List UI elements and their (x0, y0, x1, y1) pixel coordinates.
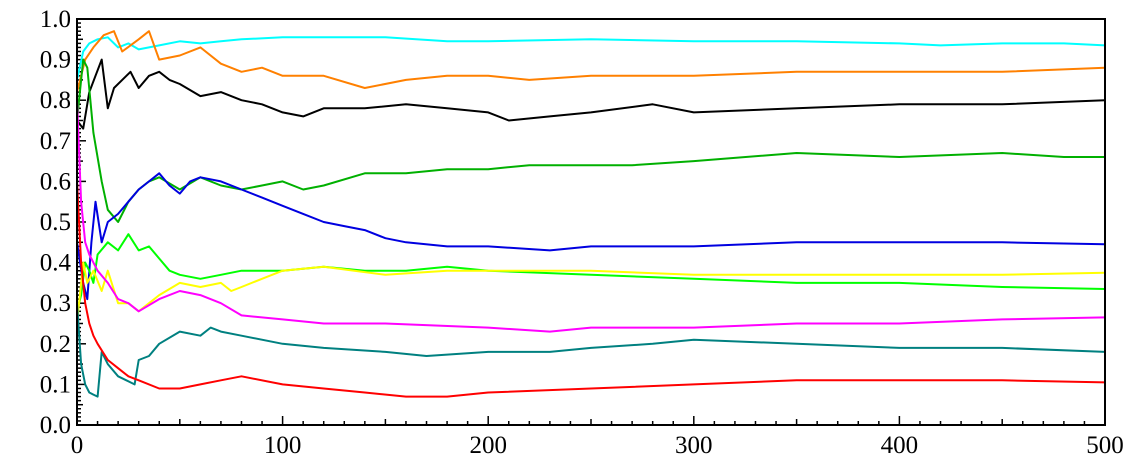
y-tick-label: 0.9 (40, 47, 71, 74)
y-tick-label: 0.8 (40, 87, 71, 114)
x-tick-label: 400 (881, 432, 919, 459)
y-tick-label: 0.7 (40, 128, 71, 155)
series-line-8 (76, 100, 1106, 333)
series-line-3 (76, 58, 1106, 130)
y-tick-label: 0.2 (40, 331, 71, 358)
x-tick-label: 100 (264, 432, 302, 459)
x-tick-label: 200 (469, 432, 507, 459)
tick-labels: 0.0 0.1 0.2 0.3 0.4 0.5 0.6 0.7 0.8 0.9 1.0 0 100 200… (40, 6, 1124, 459)
x-tick-label: 0 (71, 432, 84, 459)
y-tick-label: 0.6 (40, 168, 71, 195)
plot-frame (76, 18, 1106, 426)
series-line-10 (76, 181, 1106, 398)
x-tick-label: 500 (1086, 432, 1124, 459)
y-tick-label: 1.0 (40, 6, 71, 33)
y-tick-label: 0.3 (40, 290, 71, 317)
series-line-5 (76, 172, 1106, 301)
y-tick-label: 0.1 (40, 371, 71, 398)
series-line-4 (76, 58, 1105, 223)
series-line-7 (76, 261, 1106, 324)
y-tick-label: 0.4 (40, 250, 72, 277)
series-line-1 (76, 36, 1106, 81)
series-line-2 (76, 30, 1106, 93)
y-tick-label: 0.0 (40, 412, 71, 439)
x-tick-label: 300 (675, 432, 713, 459)
series-lines (76, 30, 1106, 398)
series-line-6 (76, 233, 1106, 312)
y-tick-label: 0.5 (40, 209, 71, 236)
tick-marks (76, 18, 1106, 426)
series-line-9 (76, 303, 1106, 398)
